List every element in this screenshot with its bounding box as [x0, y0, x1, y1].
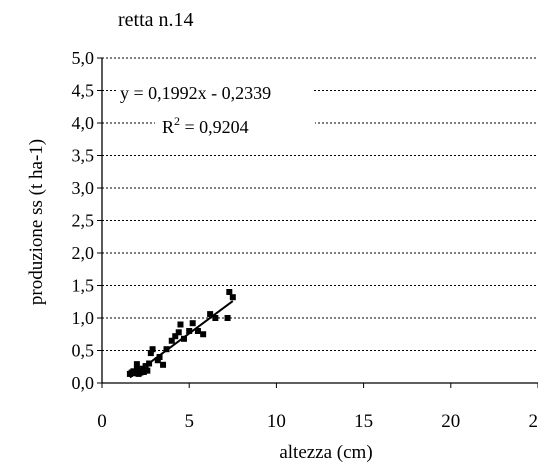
- data-point-17: [160, 361, 167, 368]
- y-tick-label-8: 4,0: [72, 113, 95, 133]
- x-tick-labels: 0 5 10 15 20 25: [97, 411, 538, 432]
- data-points: [126, 289, 236, 377]
- y-tick-label-6: 3,0: [72, 178, 95, 198]
- r-squared-label: R2 = 0,9204: [162, 114, 249, 137]
- x-tick-label-4: 20: [441, 411, 460, 432]
- data-point-21: [175, 329, 182, 336]
- data-point-25: [189, 320, 196, 327]
- y-tick-label-4: 2,0: [72, 243, 95, 263]
- y-tick-label-1: 0,5: [72, 341, 95, 361]
- axes: [97, 57, 538, 388]
- x-tick-label-5: 25: [529, 411, 538, 432]
- x-tick-label-2: 10: [267, 411, 286, 432]
- y-tick-label-9: 4,5: [72, 81, 95, 101]
- x-tick-label-3: 15: [354, 411, 373, 432]
- r-squared-value: = 0,9204: [180, 117, 249, 137]
- data-point-7: [137, 369, 144, 376]
- y-tick-label-7: 3,5: [72, 146, 95, 166]
- data-point-4: [133, 367, 140, 373]
- x-tick-label-0: 0: [97, 411, 107, 432]
- data-point-31: [226, 289, 233, 295]
- y-tick-label-2: 1,0: [72, 308, 95, 328]
- x-tick-label-1: 5: [184, 411, 194, 432]
- data-point-11: [144, 367, 151, 374]
- r-squared-background: [155, 110, 315, 140]
- data-point-15: [154, 357, 161, 364]
- trendline-line: [129, 300, 234, 379]
- data-point-9: [140, 368, 147, 375]
- data-point-22: [177, 321, 184, 328]
- data-point-29: [212, 315, 219, 321]
- data-point-16: [156, 354, 163, 360]
- y-tick-label-0: 0,0: [72, 373, 95, 393]
- equation-background: [116, 80, 314, 104]
- trendline-equation: y = 0,1992x - 0,2339: [120, 83, 271, 103]
- y-tick-labels: 0,0 0,5 1,0 1,5 2,0 2,5 3,0 3,5 4,0 4,5 5,0: [72, 48, 95, 393]
- data-point-24: [186, 328, 193, 334]
- data-point-23: [180, 335, 187, 342]
- data-point-14: [149, 346, 156, 353]
- data-point-28: [207, 311, 214, 318]
- r-squared-prefix: R: [162, 117, 174, 137]
- data-point-27: [200, 331, 207, 338]
- y-tick-label-10: 5,0: [72, 48, 95, 68]
- y-axis-label: produzione ss (t ha-1): [26, 139, 47, 305]
- y-tick-label-3: 1,5: [72, 276, 95, 296]
- r-squared-superscript: 2: [174, 114, 180, 128]
- data-point-19: [168, 337, 175, 344]
- data-point-20: [172, 333, 179, 340]
- data-point-13: [147, 350, 154, 357]
- y-tick-label-5: 2,5: [72, 211, 95, 231]
- data-point-32: [229, 294, 236, 301]
- data-point-5: [133, 361, 140, 368]
- data-point-26: [194, 328, 201, 334]
- trendline: [129, 300, 234, 379]
- x-axis-label: altezza (cm): [279, 442, 372, 463]
- chart-title: retta n.14: [118, 9, 194, 31]
- data-point-30: [224, 315, 231, 321]
